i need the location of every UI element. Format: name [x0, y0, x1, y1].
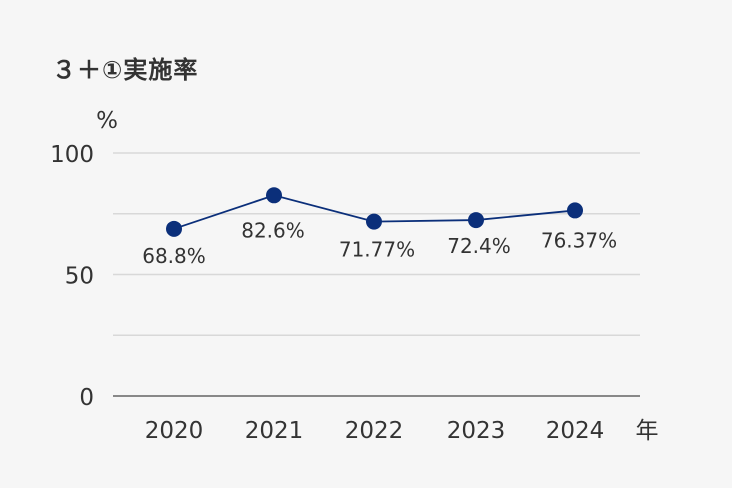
y-tick-label: 0: [79, 385, 94, 411]
x-tick-label: 2020: [145, 418, 204, 444]
data-point: [567, 202, 583, 219]
data-label: 68.8%: [142, 244, 206, 268]
data-point: [366, 213, 382, 230]
y-tick-label: 50: [65, 264, 94, 290]
y-unit-label: %: [96, 108, 118, 134]
data-label: 82.6%: [241, 218, 305, 242]
x-unit-label: 年: [636, 418, 659, 444]
data-point: [166, 220, 182, 237]
chart-title: ３＋①実施率: [52, 56, 199, 84]
data-point: [468, 212, 484, 229]
data-label: 71.77%: [339, 238, 415, 262]
data-label: 76.37%: [541, 228, 617, 252]
x-tick-label: 2024: [546, 418, 605, 444]
data-point: [266, 187, 282, 204]
x-tick-label: 2021: [245, 418, 304, 444]
x-tick-label: 2023: [447, 418, 506, 444]
y-tick-label: 100: [50, 142, 94, 168]
x-tick-label: 2022: [345, 418, 404, 444]
data-label: 72.4%: [447, 234, 511, 258]
